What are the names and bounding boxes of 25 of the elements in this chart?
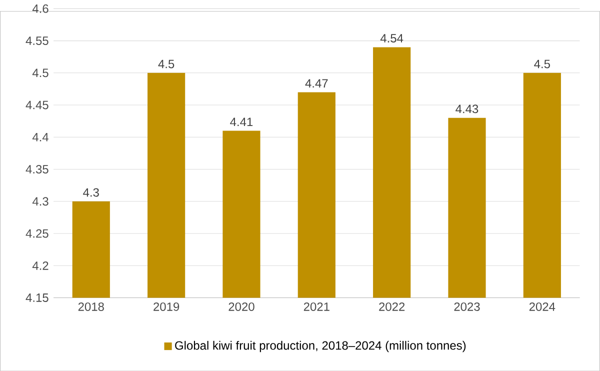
y-tick-label: 4.2 xyxy=(32,261,48,270)
x-tick-label: 2021 xyxy=(304,302,330,311)
y-tick-label: 4.45 xyxy=(26,100,48,110)
x-tick-label: 2023 xyxy=(454,302,480,311)
y-tick-label: 4.55 xyxy=(26,36,48,45)
data-label: 4.43 xyxy=(456,104,478,114)
x-tick-label: 2019 xyxy=(154,302,180,311)
y-tick-label: 4.5 xyxy=(32,68,48,77)
x-tick-label: 2020 xyxy=(228,302,254,311)
data-label: 4.5 xyxy=(534,60,550,68)
y-tick-label: 4.25 xyxy=(26,229,48,238)
y-tick-label: 4.6 xyxy=(32,4,48,13)
y-tick-label: 4.35 xyxy=(26,164,48,174)
legend-label: Global kiwi fruit production, 2018–2024 (million tonnes) xyxy=(175,340,466,352)
data-label: 4.5 xyxy=(158,60,174,68)
x-tick-label: 2024 xyxy=(529,302,556,311)
data-label: 4.47 xyxy=(305,79,328,88)
x-tick-label: 2018 xyxy=(78,302,104,311)
y-tick-label: 4.15 xyxy=(26,293,48,302)
y-tick-label: 4.3 xyxy=(32,197,48,206)
data-label: 4.54 xyxy=(380,34,404,42)
x-tick-label: 2022 xyxy=(379,302,405,311)
data-label: 4.3 xyxy=(83,188,99,197)
data-label: 4.41 xyxy=(230,118,253,126)
y-tick-label: 4.4 xyxy=(32,132,48,142)
